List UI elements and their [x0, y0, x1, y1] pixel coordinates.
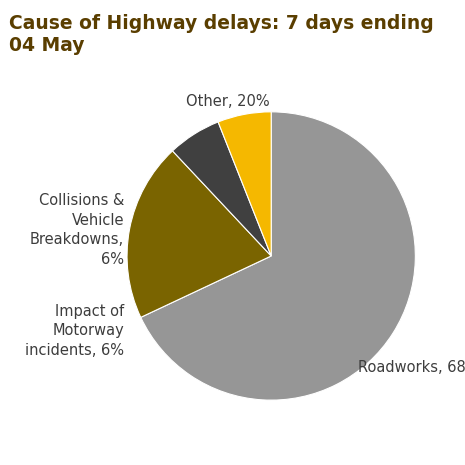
Text: Other, 20%: Other, 20%: [186, 94, 270, 109]
Wedge shape: [141, 112, 415, 400]
Text: Roadworks, 68%: Roadworks, 68%: [358, 360, 465, 375]
Wedge shape: [218, 112, 271, 256]
Text: Collisions &
Vehicle
Breakdowns,
6%: Collisions & Vehicle Breakdowns, 6%: [30, 193, 124, 267]
Wedge shape: [127, 151, 271, 317]
Text: Impact of
Motorway
incidents, 6%: Impact of Motorway incidents, 6%: [25, 304, 124, 358]
Text: Cause of Highway delays: 7 days ending 04 May: Cause of Highway delays: 7 days ending 0…: [9, 14, 434, 55]
Wedge shape: [173, 122, 271, 256]
